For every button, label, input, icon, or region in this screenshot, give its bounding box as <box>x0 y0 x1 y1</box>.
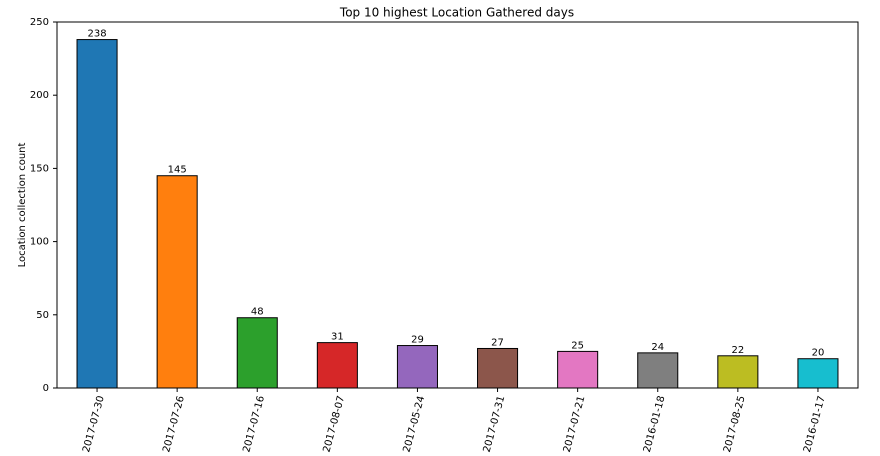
data-label: 31 <box>331 332 344 343</box>
x-tick-label: 2017-05-24 <box>402 395 428 454</box>
y-tick-label: 200 <box>30 90 49 101</box>
bar <box>637 352 679 389</box>
y-tick-label: 250 <box>30 17 49 28</box>
y-tick-label: 50 <box>36 310 49 321</box>
x-tick-label: 2017-08-25 <box>722 395 748 454</box>
x-tick-label: 2017-07-31 <box>482 395 508 454</box>
chart-title: Top 10 highest Location Gathered days <box>339 6 574 20</box>
x-tick-label: 2017-07-16 <box>241 395 267 454</box>
data-label: 145 <box>168 165 187 176</box>
bar <box>156 175 198 389</box>
bar <box>797 358 839 389</box>
y-tick-label: 150 <box>30 163 49 174</box>
data-label: 238 <box>88 29 107 40</box>
data-label: 20 <box>812 348 825 359</box>
x-tick-label: 2017-08-07 <box>321 395 347 454</box>
plot-frame <box>56 21 859 389</box>
data-label: 48 <box>251 307 264 318</box>
x-tick-label: 2017-07-30 <box>81 395 107 454</box>
bar <box>396 345 438 389</box>
bar <box>477 347 519 389</box>
y-tick-label: 0 <box>43 383 49 394</box>
bar <box>236 317 278 389</box>
y-tick-label: 100 <box>30 237 49 248</box>
data-label: 25 <box>571 340 584 351</box>
data-label: 29 <box>411 335 424 346</box>
data-label: 24 <box>651 342 664 353</box>
bar <box>76 39 118 389</box>
y-axis-label: Location collection count <box>17 142 28 267</box>
x-tick-label: 2016-01-17 <box>802 395 828 454</box>
bar <box>316 342 358 389</box>
data-label: 22 <box>731 345 744 356</box>
data-label: 27 <box>491 337 504 348</box>
bar <box>717 355 759 389</box>
x-tick-label: 2017-07-21 <box>562 395 588 454</box>
bar <box>557 350 599 389</box>
x-tick-label: 2017-07-26 <box>161 395 187 454</box>
x-tick-label: 2016-01-18 <box>642 395 668 454</box>
